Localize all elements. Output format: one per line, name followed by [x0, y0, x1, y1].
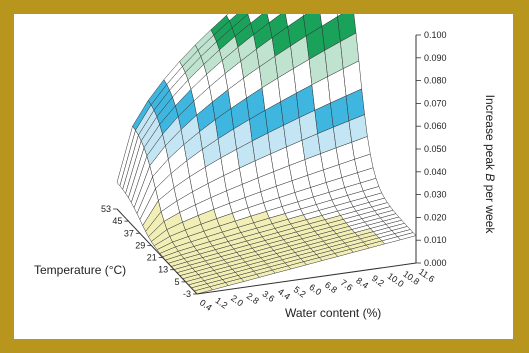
- surface-mesh: [116, 0, 417, 295]
- z-tick-label: 0.080: [424, 76, 447, 86]
- z-axis-title-pre: Increase peak: [483, 95, 497, 174]
- x-tick-label: 4.4: [276, 286, 292, 301]
- x-tick-label: 1.2: [213, 295, 229, 310]
- x-tick-label: 3.6: [260, 289, 276, 304]
- chart-panel: 0.4 1.2 2.0 2.8 3.6 4.4 5.2 6.0 6.8 7.6 8.4 9.2 10.0…: [14, 0, 513, 339]
- y-tick-label: -3: [183, 289, 191, 299]
- x-tick-label: 9.2: [370, 273, 386, 288]
- y-tick-label: 53: [101, 204, 111, 214]
- y-tick-label: 45: [112, 216, 122, 226]
- z-tick-labels: 0.000 0.010 0.020 0.030 0.040 0.050 0.060 0.070…: [416, 30, 447, 268]
- water-axis-line: [196, 262, 417, 295]
- x-tick-label: 5.2: [292, 284, 308, 299]
- z-tick-label: 0.070: [424, 98, 447, 108]
- y-tick-label: 29: [135, 240, 145, 250]
- x-tick-label: 7.6: [339, 278, 355, 293]
- x-tick-label: 8.4: [354, 275, 370, 290]
- y-tick-label: 13: [158, 265, 168, 275]
- z-tick-label: 0.040: [424, 167, 447, 177]
- z-axis-title: Increase peak B per week: [483, 95, 497, 235]
- x-axis-title: Water content (%): [285, 306, 381, 320]
- z-tick-label: 0.050: [424, 144, 447, 154]
- z-axis-title-post: per week: [483, 181, 497, 234]
- z-tick-label: 0.090: [424, 53, 447, 63]
- y-tick-label: 5: [175, 277, 180, 287]
- z-tick-label: 0.010: [424, 235, 447, 245]
- z-tick-label: 0.020: [424, 212, 447, 222]
- z-tick-label: 0.000: [424, 258, 447, 268]
- z-tick-label: 0.030: [424, 190, 447, 200]
- x-tick-label: 0.4: [198, 297, 214, 312]
- y-tick-label: 21: [147, 253, 157, 263]
- surface-cell: [397, 232, 417, 241]
- x-tick-label: 6.8: [323, 280, 339, 295]
- y-axis-title: Temperature (°C): [34, 263, 126, 277]
- z-tick-label: 0.100: [424, 30, 447, 40]
- y-tick-label: 37: [124, 228, 134, 238]
- temperature-axis-line: [116, 208, 198, 295]
- surface-chart: 0.4 1.2 2.0 2.8 3.6 4.4 5.2 6.0 6.8 7.6 8.4 9.2 10.0…: [34, 0, 497, 320]
- x-tick-label: 6.0: [307, 282, 323, 297]
- x-tick-label: 2.8: [245, 291, 261, 306]
- z-tick-label: 0.060: [424, 121, 447, 131]
- z-axis-title-italic: B: [483, 173, 497, 181]
- x-tick-label: 11.6: [417, 266, 437, 284]
- x-tick-label: 2.0: [229, 293, 245, 308]
